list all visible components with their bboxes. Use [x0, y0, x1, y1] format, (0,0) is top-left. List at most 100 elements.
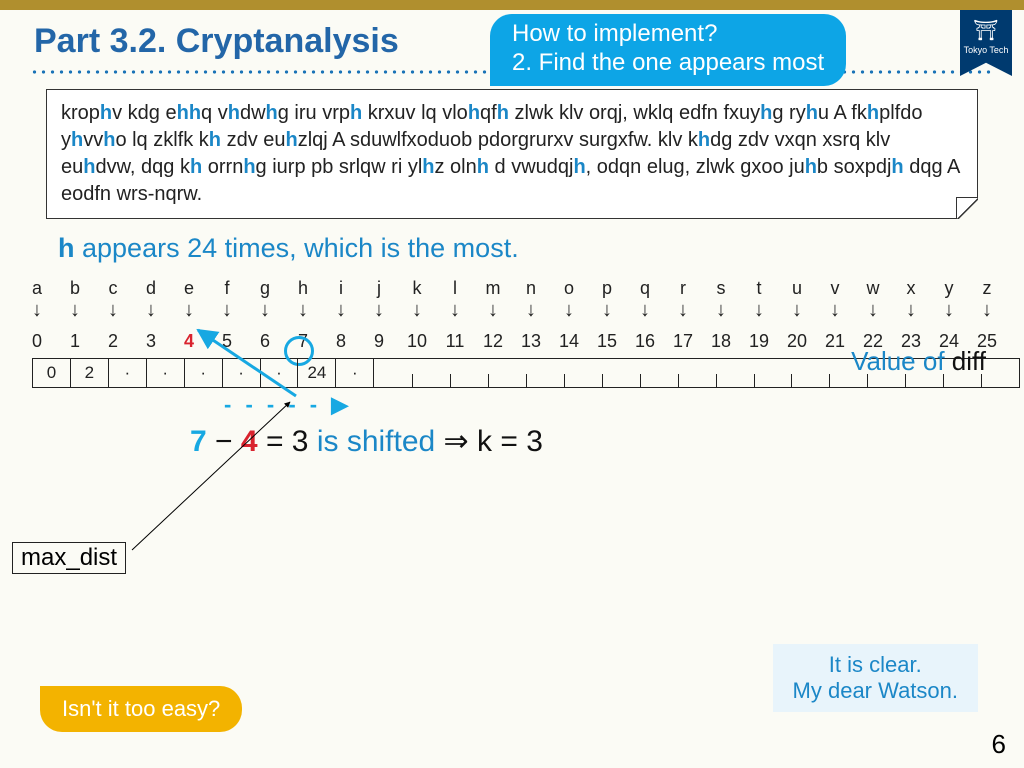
letter-cell: e [170, 278, 208, 299]
letter-cell: c [94, 278, 132, 299]
down-arrow-icon: ↓ [170, 299, 208, 321]
letter-cell: m [474, 278, 512, 299]
down-arrow-icon: ↓ [626, 299, 664, 321]
diff-cell: · [261, 359, 299, 387]
cipher-text: zlwk klv orqj, wklq edfn fxuy [509, 102, 760, 124]
highlight-h: h [573, 156, 585, 178]
diff-table: 02·····24· [32, 358, 1020, 388]
diff-cell: 2 [71, 359, 109, 387]
letter-cell: l [436, 278, 474, 299]
letter-cell: z [968, 278, 1006, 299]
diff-cell [602, 359, 640, 387]
letter-cell: f [208, 278, 246, 299]
diff-cell [716, 359, 754, 387]
highlight-h: h [698, 129, 710, 151]
diff-cell: 0 [33, 359, 71, 387]
dashed-arrow: - - - - - ▶ [224, 392, 1006, 418]
cipher-text: , odqn elug, zlwk gxoo ju [586, 156, 805, 178]
cipher-text: g iurp pb srlqw ri yl [256, 156, 423, 178]
minus-sign: − [215, 425, 233, 458]
diff-cell: · [336, 359, 374, 387]
index-cell: 18 [702, 331, 740, 352]
letter-cell: d [132, 278, 170, 299]
down-arrow-icon: ↓ [322, 299, 360, 321]
highlight-h: h [497, 102, 509, 124]
page-number: 6 [992, 729, 1006, 760]
highlight-h: h [266, 102, 278, 124]
highlight-h: h [286, 129, 298, 151]
down-arrow-icon: ↓ [398, 299, 436, 321]
cipher-text: g ry [772, 102, 805, 124]
down-arrow-icon: ↓ [778, 299, 816, 321]
letter-cell: r [664, 278, 702, 299]
index-cell: 21 [816, 331, 854, 352]
ribbon-text: Tokyo Tech [964, 45, 1009, 55]
diff-cell [754, 359, 792, 387]
letter-cell: b [56, 278, 94, 299]
easy-callout: Isn't it too easy? [40, 686, 242, 732]
highlight-h: h [83, 156, 95, 178]
diff-cell [943, 359, 981, 387]
down-arrow-icon: ↓ [208, 299, 246, 321]
down-arrow-icon: ↓ [854, 299, 892, 321]
diff-cell [412, 359, 450, 387]
num-7: 7 [190, 425, 207, 458]
down-arrow-icon: ↓ [550, 299, 588, 321]
max-dist-label: max_dist [12, 542, 126, 574]
letter-cell: t [740, 278, 778, 299]
index-cell: 13 [512, 331, 550, 352]
highlight-h: h [422, 156, 434, 178]
highlight-h: h [100, 102, 112, 124]
highlight-h: h [805, 156, 817, 178]
down-arrow-icon: ↓ [588, 299, 626, 321]
cipher-text: z oln [434, 156, 476, 178]
summary-rest: appears 24 times, which is the most. [82, 233, 519, 263]
down-arrow-icon: ↓ [702, 299, 740, 321]
down-arrow-icon: ↓ [816, 299, 854, 321]
implement-callout: How to implement? 2. Find the one appear… [490, 14, 846, 86]
index-cell: 12 [474, 331, 512, 352]
diff-cell [526, 359, 564, 387]
num-4: 4 [241, 425, 258, 458]
down-arrow-icon: ↓ [512, 299, 550, 321]
index-cell: 16 [626, 331, 664, 352]
down-arrow-icon: ↓ [892, 299, 930, 321]
cipher-text: b soxpdj [817, 156, 892, 178]
cipher-text: g iru vrp [278, 102, 350, 124]
highlight-h: h [468, 102, 480, 124]
highlight-h: h [477, 156, 489, 178]
letter-cell: g [246, 278, 284, 299]
down-arrow-icon: ↓ [284, 299, 322, 321]
frequency-summary: h appears 24 times, which is the most. [58, 233, 1024, 264]
ciphertext-box: krophv kdg ehhq vhdwhg iru vrph krxuv lq… [46, 89, 978, 219]
tokyo-tech-ribbon: ⛩ Tokyo Tech [960, 10, 1012, 76]
callout-line2: 2. Find the one appears most [512, 49, 824, 78]
cipher-text: qf [480, 102, 497, 124]
watson-callout: It is clear. My dear Watson. [773, 644, 978, 712]
down-arrow-icon: ↓ [18, 299, 56, 321]
index-cell: 1 [56, 331, 94, 352]
diff-cell: · [147, 359, 185, 387]
letter-cell: n [512, 278, 550, 299]
header: Part 3.2. Cryptanalysis How to implement… [0, 10, 1024, 67]
down-arrow-icon: ↓ [664, 299, 702, 321]
diff-cell [678, 359, 716, 387]
index-cell: 19 [740, 331, 778, 352]
highlight-h: h [189, 102, 201, 124]
letter-cell: q [626, 278, 664, 299]
letter-cell: o [550, 278, 588, 299]
cipher-text: u A fk [818, 102, 867, 124]
down-arrow-icon: ↓ [968, 299, 1006, 321]
cipher-text: zdv eu [221, 129, 285, 151]
k-equals-3: k = 3 [477, 425, 543, 458]
index-cell: 10 [398, 331, 436, 352]
cipher-text: orrn [202, 156, 243, 178]
index-cell: 20 [778, 331, 816, 352]
down-arrow-icon: ↓ [94, 299, 132, 321]
letters-row: abcdefghijklmnopqrstuvwxyz [18, 278, 1006, 299]
index-cell: 6 [246, 331, 284, 352]
index-cell: 4 [170, 331, 208, 352]
summary-letter: h [58, 233, 82, 263]
diff-cell: 24 [298, 359, 336, 387]
diff-cell [981, 359, 1019, 387]
